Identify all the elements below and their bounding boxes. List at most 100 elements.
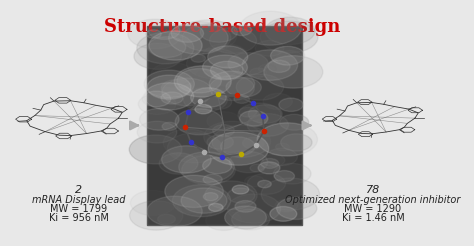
Circle shape xyxy=(228,53,268,75)
Circle shape xyxy=(261,178,319,210)
Circle shape xyxy=(268,60,290,73)
Circle shape xyxy=(137,32,194,64)
Circle shape xyxy=(162,78,212,106)
Circle shape xyxy=(130,190,176,215)
Circle shape xyxy=(202,44,248,69)
Circle shape xyxy=(148,22,180,39)
Circle shape xyxy=(147,75,191,99)
Circle shape xyxy=(129,201,183,230)
Circle shape xyxy=(225,206,266,229)
Circle shape xyxy=(144,83,194,110)
Circle shape xyxy=(203,174,222,185)
Circle shape xyxy=(258,180,271,188)
Circle shape xyxy=(275,143,290,151)
Circle shape xyxy=(275,199,298,212)
Circle shape xyxy=(209,203,223,212)
Circle shape xyxy=(210,61,243,79)
Circle shape xyxy=(174,66,231,97)
Circle shape xyxy=(149,31,202,60)
Circle shape xyxy=(270,206,297,221)
Circle shape xyxy=(247,173,285,194)
Circle shape xyxy=(204,121,260,152)
Circle shape xyxy=(271,46,305,65)
Circle shape xyxy=(229,152,268,173)
Text: Structure-based design: Structure-based design xyxy=(104,18,341,36)
Circle shape xyxy=(208,46,248,68)
Circle shape xyxy=(258,162,280,174)
Text: 2: 2 xyxy=(75,185,82,195)
Circle shape xyxy=(208,132,269,165)
Circle shape xyxy=(203,193,218,201)
Circle shape xyxy=(179,152,234,182)
Circle shape xyxy=(239,11,301,45)
Circle shape xyxy=(161,92,183,104)
Circle shape xyxy=(171,25,204,42)
Circle shape xyxy=(207,112,241,130)
Circle shape xyxy=(250,164,264,172)
Circle shape xyxy=(239,107,257,117)
Circle shape xyxy=(139,108,179,130)
Circle shape xyxy=(209,71,255,96)
Circle shape xyxy=(210,87,232,99)
Circle shape xyxy=(239,111,268,126)
Circle shape xyxy=(134,43,182,69)
Circle shape xyxy=(195,105,212,114)
Circle shape xyxy=(212,125,271,157)
Circle shape xyxy=(205,181,257,210)
Circle shape xyxy=(173,185,231,217)
Circle shape xyxy=(228,188,255,203)
Circle shape xyxy=(148,37,186,58)
Circle shape xyxy=(169,21,228,54)
Circle shape xyxy=(205,95,232,109)
Circle shape xyxy=(242,50,298,80)
Circle shape xyxy=(181,188,227,213)
Text: 78: 78 xyxy=(366,185,380,195)
Circle shape xyxy=(191,54,206,62)
Circle shape xyxy=(183,88,228,112)
Circle shape xyxy=(180,20,237,51)
Circle shape xyxy=(144,70,194,98)
Text: MW = 1799: MW = 1799 xyxy=(50,204,107,214)
Circle shape xyxy=(263,154,285,167)
Circle shape xyxy=(197,71,211,79)
Circle shape xyxy=(191,88,226,107)
Circle shape xyxy=(238,103,281,127)
Circle shape xyxy=(200,22,237,42)
Bar xyxy=(147,26,302,225)
Circle shape xyxy=(232,209,270,230)
Circle shape xyxy=(250,68,266,77)
Circle shape xyxy=(248,105,282,123)
Text: Ki = 1.46 nM: Ki = 1.46 nM xyxy=(342,213,404,223)
Circle shape xyxy=(266,148,298,166)
Circle shape xyxy=(162,146,211,173)
Circle shape xyxy=(151,63,194,86)
Circle shape xyxy=(207,135,234,149)
Circle shape xyxy=(182,24,231,51)
Circle shape xyxy=(232,185,249,194)
Text: Ki = 956 nM: Ki = 956 nM xyxy=(49,213,109,223)
Circle shape xyxy=(175,109,223,135)
Circle shape xyxy=(245,176,264,187)
Bar xyxy=(307,43,439,225)
Circle shape xyxy=(247,114,289,136)
Circle shape xyxy=(146,30,161,38)
Circle shape xyxy=(161,79,193,97)
Circle shape xyxy=(202,158,232,174)
Circle shape xyxy=(182,155,235,185)
Circle shape xyxy=(234,95,249,103)
Circle shape xyxy=(128,19,182,49)
Circle shape xyxy=(147,196,202,227)
Circle shape xyxy=(206,211,242,231)
Circle shape xyxy=(243,137,264,149)
Circle shape xyxy=(235,200,256,212)
Circle shape xyxy=(213,125,234,137)
Circle shape xyxy=(265,17,315,45)
Text: Optimized next-generation inhibitor: Optimized next-generation inhibitor xyxy=(285,195,461,205)
Circle shape xyxy=(210,28,256,54)
Circle shape xyxy=(274,170,294,182)
Circle shape xyxy=(159,153,198,174)
Circle shape xyxy=(273,163,311,184)
Circle shape xyxy=(231,25,252,36)
Circle shape xyxy=(167,133,222,163)
Circle shape xyxy=(187,48,242,79)
